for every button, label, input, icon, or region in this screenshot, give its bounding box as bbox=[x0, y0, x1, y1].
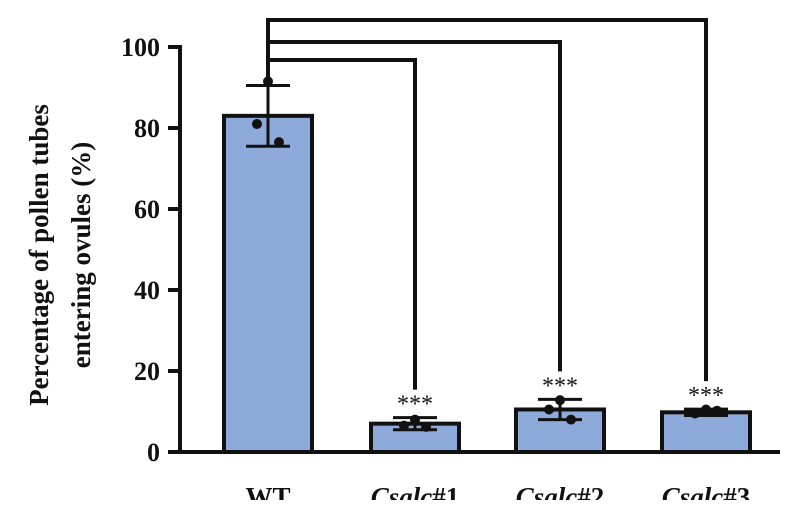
category-label-number: #3 bbox=[723, 482, 750, 500]
y-tick-label: 80 bbox=[134, 114, 160, 143]
y-tick-label: 0 bbox=[147, 438, 160, 467]
category-label-name: Csalc bbox=[371, 482, 433, 500]
category-label-number: #2 bbox=[577, 482, 604, 500]
comparison-brackets bbox=[266, 18, 708, 390]
comparison-bracket bbox=[266, 18, 708, 382]
category-label-number: #1 bbox=[432, 482, 459, 500]
significance-label: *** bbox=[397, 392, 433, 418]
category-label: Csalc#3 bbox=[662, 482, 751, 500]
y-axis-label-line-2: entering ovules (%) bbox=[66, 142, 96, 368]
bar bbox=[660, 410, 752, 454]
data-point bbox=[410, 414, 420, 425]
category-labels: WT Csalc#1 Csalc#2 Csalc#3 bbox=[245, 482, 751, 505]
data-point bbox=[690, 408, 700, 419]
data-point bbox=[712, 405, 722, 416]
y-tick-label: 20 bbox=[134, 357, 160, 386]
category-label-name: Csalc bbox=[516, 482, 578, 500]
bar bbox=[369, 421, 461, 454]
y-tick-label: 100 bbox=[121, 33, 160, 62]
category-label: Csalc#2 bbox=[516, 482, 605, 500]
data-point bbox=[555, 395, 565, 406]
y-axis-label-line-1: Percentage of pollen tubes bbox=[24, 104, 54, 406]
data-point bbox=[274, 137, 284, 148]
data-point bbox=[252, 118, 262, 129]
significance-label: *** bbox=[688, 383, 724, 409]
bars: *** *** *** bbox=[222, 76, 752, 455]
data-point bbox=[263, 76, 273, 87]
category-label-name: Csalc bbox=[662, 482, 724, 500]
data-point bbox=[544, 404, 554, 415]
y-axis-label: Percentage of pollen tubes entering ovul… bbox=[24, 104, 96, 406]
data-point bbox=[399, 420, 409, 431]
significance-label: *** bbox=[542, 373, 578, 399]
bar bbox=[222, 113, 314, 454]
y-tick-label: 40 bbox=[134, 276, 160, 305]
category-label-name: WT bbox=[245, 482, 290, 500]
data-point bbox=[701, 404, 711, 415]
data-point bbox=[566, 414, 576, 425]
category-label: Csalc#1 bbox=[371, 482, 460, 500]
axes: 0 20 40 60 80 100 bbox=[121, 33, 780, 467]
y-tick-label: 60 bbox=[134, 195, 160, 224]
category-label: WT bbox=[245, 482, 290, 500]
data-point bbox=[421, 421, 431, 432]
